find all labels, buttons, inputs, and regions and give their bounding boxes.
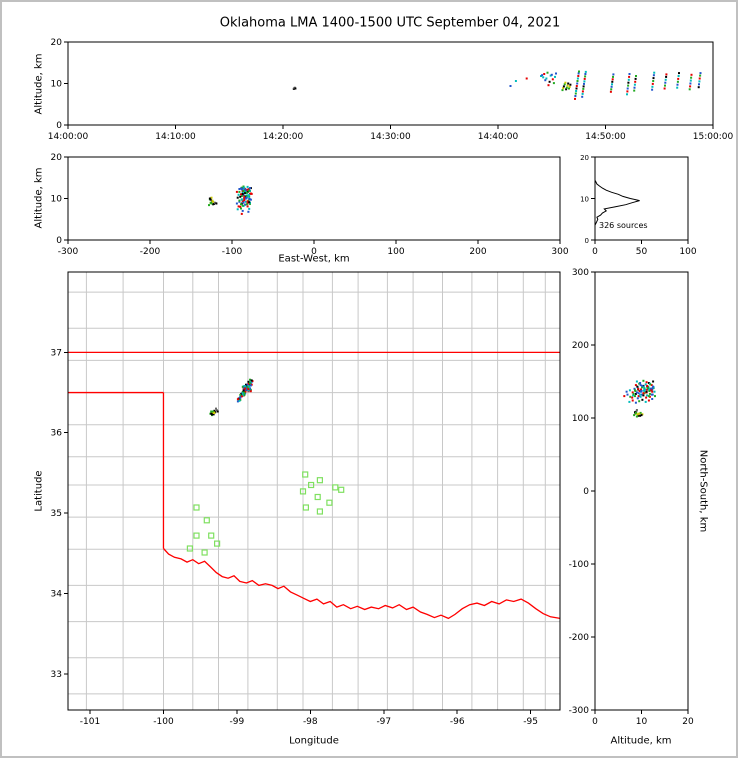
svg-text:15:00:00: 15:00:00 <box>693 132 734 142</box>
svg-text:-300: -300 <box>569 706 590 716</box>
axis-ticks <box>64 41 714 714</box>
svg-text:14:00:00: 14:00:00 <box>48 132 89 142</box>
state-border <box>68 351 561 620</box>
svg-text:100: 100 <box>572 414 589 424</box>
svg-text:34: 34 <box>51 590 63 600</box>
svg-text:0: 0 <box>56 121 62 131</box>
svg-text:-300: -300 <box>58 247 79 257</box>
svg-text:20: 20 <box>682 717 694 727</box>
ns-panel-frame <box>594 271 689 711</box>
svg-text:300: 300 <box>572 268 589 278</box>
svg-text:0: 0 <box>585 237 589 245</box>
svg-text:0: 0 <box>592 247 598 257</box>
svg-text:-100: -100 <box>569 560 590 570</box>
svg-text:-95: -95 <box>523 717 538 727</box>
svg-text:-98: -98 <box>303 717 318 727</box>
tick-labels: 14:00:00 14:10:00 14:20:00 14:30:00 14:40:00… <box>48 38 734 727</box>
time-panel-frame <box>67 41 714 126</box>
station-markers <box>186 471 345 556</box>
lightning-sources <box>208 70 702 418</box>
svg-text:14:10:00: 14:10:00 <box>155 132 196 142</box>
svg-text:35: 35 <box>51 509 62 519</box>
svg-text:36: 36 <box>51 429 63 439</box>
svg-text:0: 0 <box>583 487 589 497</box>
ew-panel-frame <box>67 156 561 241</box>
svg-text:10: 10 <box>636 717 648 727</box>
svg-text:200: 200 <box>572 341 589 351</box>
svg-text:-101: -101 <box>80 717 100 727</box>
svg-text:10: 10 <box>51 195 63 205</box>
svg-text:-100: -100 <box>153 717 174 727</box>
altitude-histogram <box>594 179 640 226</box>
svg-text:-97: -97 <box>376 717 391 727</box>
county-lines <box>68 272 560 710</box>
longitude-axis-label: Longitude <box>289 735 339 747</box>
svg-text:10: 10 <box>580 196 589 204</box>
chart-title: Oklahoma LMA 1400-1500 UTC September 04,… <box>219 15 561 31</box>
map-panel-frame <box>67 271 561 711</box>
svg-text:20: 20 <box>51 153 63 163</box>
source-count-label: 326 sources <box>599 221 648 230</box>
svg-text:50: 50 <box>636 247 648 257</box>
east-west-axis-label: East-West, km <box>278 253 350 265</box>
svg-text:0: 0 <box>56 236 62 246</box>
red-river-border <box>163 548 561 620</box>
svg-text:14:50:00: 14:50:00 <box>585 132 626 142</box>
svg-text:20: 20 <box>580 154 589 162</box>
svg-text:10: 10 <box>51 80 63 90</box>
latitude-axis-label: Latitude <box>33 470 45 512</box>
ns-panel-altitude-axis-label: Altitude, km <box>610 735 672 747</box>
svg-text:14:20:00: 14:20:00 <box>263 132 304 142</box>
svg-text:100: 100 <box>679 247 696 257</box>
svg-text:100: 100 <box>387 247 404 257</box>
svg-text:0: 0 <box>311 247 317 257</box>
svg-text:0: 0 <box>592 717 598 727</box>
svg-text:33: 33 <box>51 670 62 680</box>
north-south-axis-label: North-South, km <box>697 449 709 533</box>
svg-text:-99: -99 <box>230 717 245 727</box>
svg-text:-100: -100 <box>222 247 243 257</box>
svg-text:37: 37 <box>51 348 62 358</box>
ew-panel-altitude-axis-label: Altitude, km <box>33 167 45 229</box>
svg-text:-200: -200 <box>140 247 161 257</box>
time-panel-altitude-axis-label: Altitude, km <box>33 53 45 115</box>
svg-text:14:30:00: 14:30:00 <box>370 132 411 142</box>
svg-text:-200: -200 <box>569 633 590 643</box>
svg-text:20: 20 <box>51 38 63 48</box>
svg-text:-96: -96 <box>450 717 465 727</box>
svg-text:200: 200 <box>469 247 486 257</box>
svg-text:14:40:00: 14:40:00 <box>478 132 519 142</box>
svg-text:300: 300 <box>551 247 568 257</box>
